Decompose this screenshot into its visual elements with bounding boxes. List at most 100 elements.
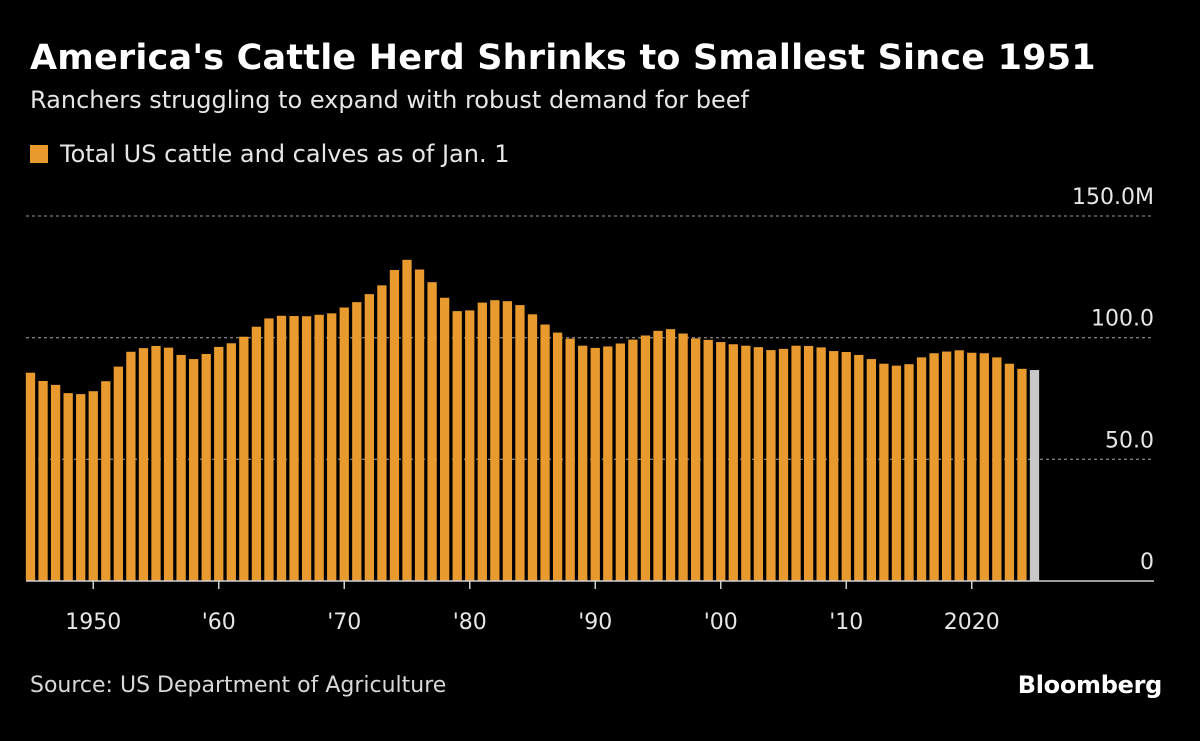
bar bbox=[63, 393, 73, 581]
bar bbox=[452, 311, 462, 581]
bar bbox=[126, 351, 136, 581]
bar bbox=[352, 302, 362, 581]
bar bbox=[440, 297, 450, 581]
y-tick-label: 100.0 bbox=[1091, 307, 1154, 332]
y-tick-label: 150.0M bbox=[1072, 185, 1154, 210]
bar bbox=[615, 343, 625, 581]
bar bbox=[364, 294, 374, 581]
bar bbox=[854, 354, 864, 581]
bar bbox=[201, 353, 211, 581]
bar bbox=[402, 259, 412, 581]
bar bbox=[251, 326, 262, 581]
x-tick-label: '80 bbox=[453, 610, 487, 635]
bar bbox=[314, 314, 324, 581]
bar bbox=[327, 313, 337, 581]
bar bbox=[552, 332, 563, 581]
bar bbox=[929, 353, 939, 581]
bar bbox=[101, 381, 111, 581]
bar bbox=[741, 345, 751, 581]
x-tick-label: '90 bbox=[578, 610, 612, 635]
bar bbox=[1004, 363, 1015, 581]
bar bbox=[691, 338, 701, 581]
y-tick-label: 0 bbox=[1140, 550, 1154, 575]
bar bbox=[879, 363, 889, 581]
bar bbox=[226, 343, 236, 581]
bar bbox=[214, 346, 224, 581]
bar bbox=[414, 269, 425, 581]
bar bbox=[954, 350, 964, 581]
bar bbox=[189, 359, 199, 581]
bar bbox=[289, 316, 299, 581]
bar bbox=[465, 310, 475, 581]
bar bbox=[163, 347, 174, 581]
bar bbox=[515, 305, 525, 581]
bar bbox=[565, 338, 575, 581]
bar bbox=[778, 348, 789, 581]
bar bbox=[665, 329, 676, 581]
brand-logo: Bloomberg bbox=[1017, 671, 1163, 699]
bar bbox=[50, 384, 61, 581]
y-tick-label: 50.0 bbox=[1105, 428, 1154, 453]
bar bbox=[866, 359, 876, 581]
bar bbox=[490, 300, 500, 581]
bar bbox=[377, 285, 387, 581]
bar bbox=[151, 345, 161, 581]
bar bbox=[25, 372, 36, 581]
bar bbox=[76, 394, 86, 581]
bar bbox=[301, 316, 312, 581]
gridlines bbox=[26, 215, 1154, 460]
bar bbox=[967, 352, 977, 581]
bar bbox=[816, 347, 826, 581]
bars bbox=[25, 259, 1040, 581]
bar bbox=[891, 365, 902, 581]
bar bbox=[603, 346, 613, 581]
bar bbox=[264, 318, 274, 581]
legend-swatch bbox=[30, 145, 48, 163]
bar bbox=[88, 391, 98, 581]
bar bbox=[578, 345, 588, 581]
bar bbox=[540, 324, 550, 581]
legend: Total US cattle and calves as of Jan. 1 bbox=[30, 140, 509, 168]
bar bbox=[916, 357, 927, 581]
x-tick-label: 1950 bbox=[65, 610, 121, 635]
bar bbox=[339, 307, 349, 581]
bar bbox=[276, 315, 287, 581]
bar bbox=[829, 351, 839, 581]
legend-label: Total US cattle and calves as of Jan. 1 bbox=[60, 140, 510, 168]
bar bbox=[1017, 368, 1027, 581]
bar bbox=[716, 342, 726, 581]
bar bbox=[803, 345, 814, 581]
bar bbox=[753, 347, 764, 581]
x-tick-label: '70 bbox=[327, 610, 361, 635]
bar bbox=[703, 339, 713, 581]
bar bbox=[678, 333, 688, 581]
bar bbox=[841, 352, 851, 581]
bar bbox=[527, 314, 538, 581]
x-tick-label: 2020 bbox=[944, 610, 1000, 635]
bar bbox=[640, 335, 651, 581]
bar bbox=[904, 364, 914, 581]
bar bbox=[38, 380, 48, 581]
x-tick-label: '60 bbox=[202, 610, 236, 635]
bar bbox=[791, 345, 801, 581]
x-tick-label: '00 bbox=[704, 610, 738, 635]
chart-subtitle: Ranchers struggling to expand with robus… bbox=[30, 86, 749, 114]
bar bbox=[502, 301, 513, 581]
bar bbox=[590, 347, 600, 581]
bar bbox=[176, 354, 186, 581]
bar bbox=[477, 302, 487, 581]
bar bbox=[942, 351, 952, 581]
bar bbox=[766, 350, 776, 581]
bar bbox=[628, 339, 638, 581]
bar bbox=[728, 344, 738, 581]
bar bbox=[653, 330, 663, 581]
axes: 150.0M 100.0 50.0 0 1950 '60 '70 '80 '90 '00 '10 20… bbox=[26, 185, 1154, 635]
bar bbox=[389, 270, 400, 581]
bar bbox=[113, 366, 123, 581]
chart-title: America's Cattle Herd Shrinks to Smalles… bbox=[30, 38, 1096, 78]
bar bbox=[239, 336, 249, 581]
source-note: Source: US Department of Agriculture bbox=[30, 673, 447, 698]
bar bbox=[138, 348, 149, 581]
bar bbox=[992, 357, 1002, 581]
